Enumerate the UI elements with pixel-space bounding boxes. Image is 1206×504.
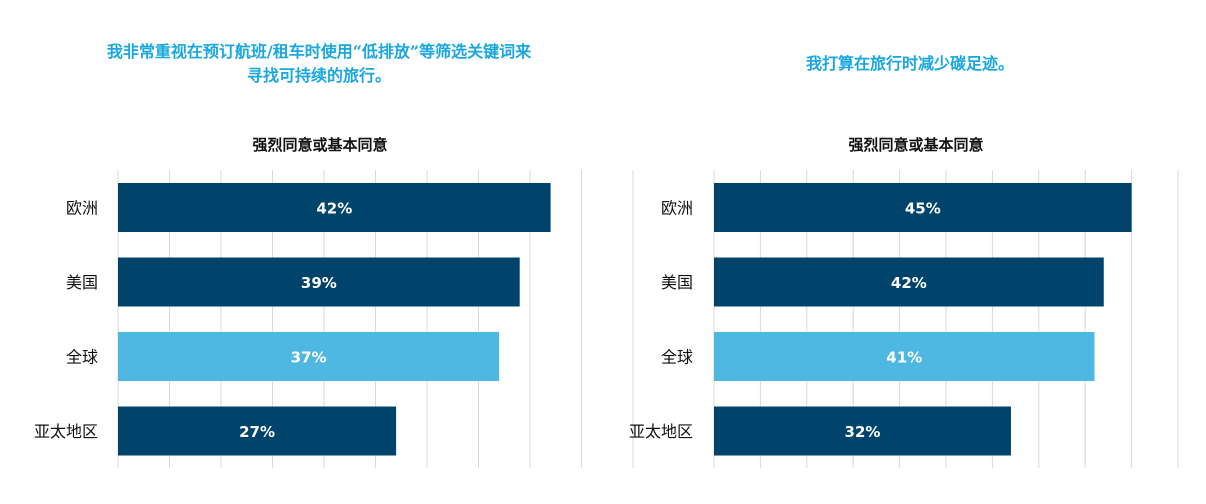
right-chart-subtitle: 强烈同意或基本同意: [848, 136, 983, 154]
right-bar-value-label: 45%: [905, 200, 941, 218]
left-bar-value-label: 42%: [316, 200, 352, 218]
left-bar: [118, 332, 500, 381]
left-bar: [118, 257, 520, 307]
right-bar: [714, 406, 1011, 456]
right-bar: [714, 257, 1104, 307]
left-category-label: 全球: [66, 348, 98, 367]
right-bar: [714, 332, 1095, 381]
left-bar-value-label: 27%: [239, 423, 275, 441]
right-bar-value-label: 42%: [891, 274, 927, 292]
right-category-label: 欧洲: [661, 199, 693, 218]
left-bar-chart: 强烈同意或基本同意 42% 欧洲 39% 美国 37% 全球 27% 亚太地区: [34, 136, 634, 468]
left-chart-title: 我非常重视在预订航班/租车时使用“低排放”等筛选关键词来寻找可持续的旅行。: [106, 42, 532, 85]
right-bar-value-label: 41%: [886, 349, 922, 367]
left-bar-value-label: 37%: [291, 349, 327, 367]
left-bar-value-label: 39%: [301, 274, 337, 292]
left-bar: [118, 183, 551, 232]
right-category-label: 全球: [661, 348, 693, 367]
right-bar-value-label: 32%: [845, 423, 881, 441]
right-category-label: 美国: [661, 273, 693, 292]
left-bar: [118, 406, 397, 456]
left-category-label: 亚太地区: [34, 422, 98, 441]
right-bar: [714, 183, 1132, 232]
left-category-label: 美国: [66, 273, 98, 292]
left-category-label: 欧洲: [66, 199, 98, 218]
left-chart-subtitle: 强烈同意或基本同意: [252, 136, 387, 154]
right-bar-chart: 强烈同意或基本同意 45% 欧洲 42% 美国 41% 全球 32% 亚太地区: [629, 136, 1179, 468]
right-chart-title: 我打算在旅行时减少碳足迹。: [805, 54, 1014, 73]
right-category-label: 亚太地区: [629, 422, 693, 441]
